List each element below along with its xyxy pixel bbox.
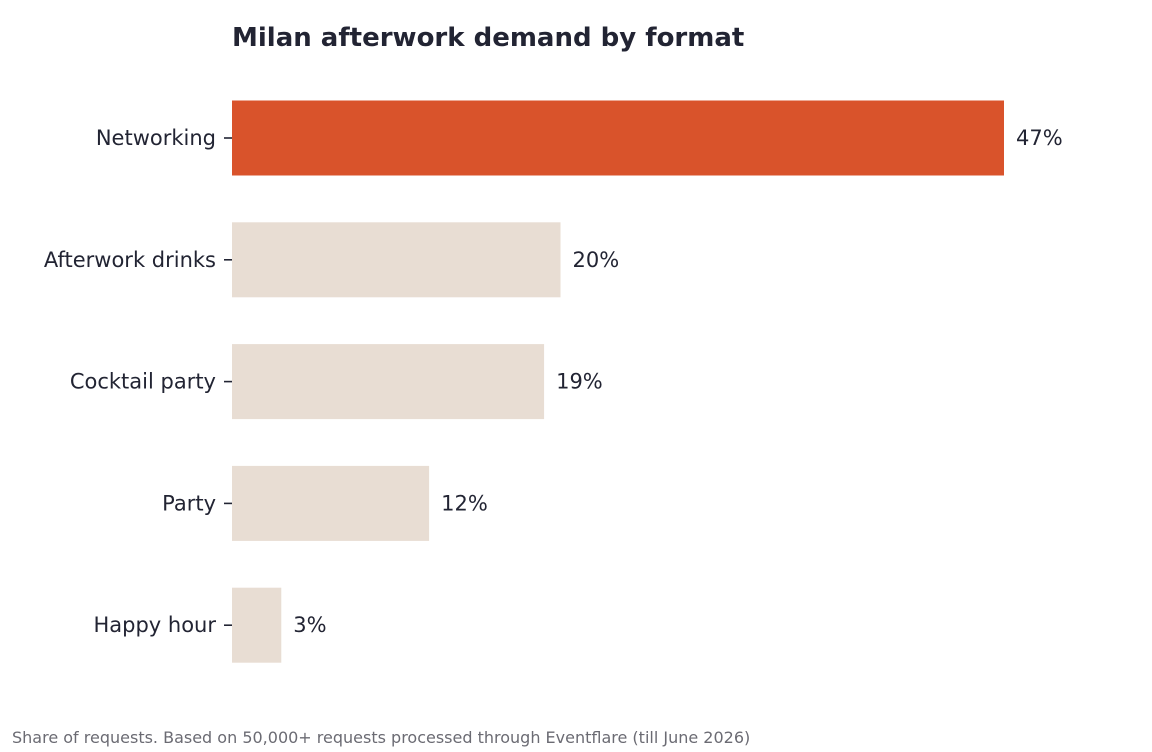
bar-value-label: 3% xyxy=(293,613,326,637)
chart-title: Milan afterwork demand by format xyxy=(232,23,744,53)
bar-networking xyxy=(232,100,1004,176)
bar-value-label: 47% xyxy=(1016,126,1063,150)
bar-party xyxy=(232,465,430,541)
bar-value-label: 20% xyxy=(573,248,620,272)
y-tick-label: Cocktail party xyxy=(70,370,216,394)
bars-layer: Networking 47% Afterwork drinks 20% Cocktail… xyxy=(44,100,1063,663)
bar-happy-hour xyxy=(232,587,282,663)
bar-value-label: 19% xyxy=(556,370,603,394)
y-tick-label: Happy hour xyxy=(93,613,216,637)
bar-afterwork-drinks xyxy=(232,222,561,298)
bar-cocktail-party xyxy=(232,344,545,420)
y-tick-label: Networking xyxy=(96,126,216,150)
chart-footnote: Share of requests. Based on 50,000+ requ… xyxy=(12,728,750,747)
bar-value-label: 12% xyxy=(441,491,488,515)
y-tick-label: Party xyxy=(162,491,216,515)
y-tick-label: Afterwork drinks xyxy=(44,248,216,272)
